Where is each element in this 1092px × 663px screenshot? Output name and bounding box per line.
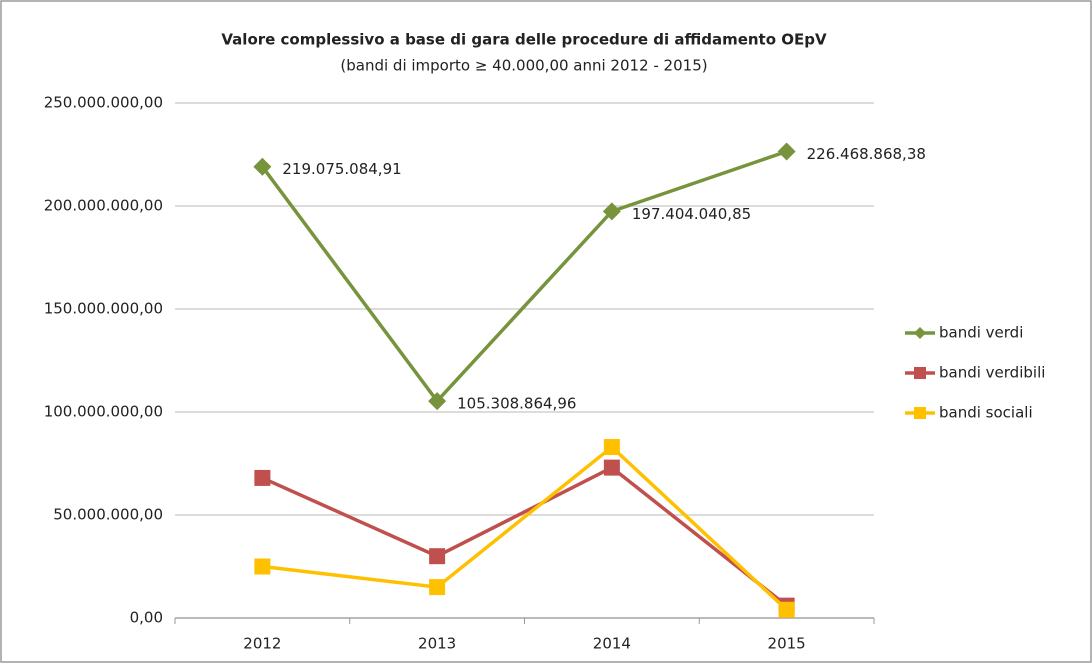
data-point (254, 469, 271, 486)
y-tick-label: 200.000.000,00 (44, 197, 163, 215)
data-point (254, 558, 271, 575)
data-point (429, 548, 446, 565)
data-point (603, 439, 620, 456)
legend-marker (914, 327, 926, 339)
data-label: 197.404.040,85 (632, 205, 751, 223)
y-tick-label: 100.000.000,00 (44, 403, 163, 421)
data-point (602, 202, 621, 221)
data-point (428, 392, 447, 411)
legend-label: bandi verdibili (939, 364, 1045, 382)
x-tick-label: 2013 (418, 635, 456, 653)
legend-marker (914, 407, 926, 419)
data-label: 105.308.864,96 (457, 395, 576, 413)
chart-title: Valore complessivo a base di gara delle … (221, 31, 827, 49)
data-label: 219.075.084,91 (282, 160, 401, 178)
x-tick-label: 2015 (768, 635, 806, 653)
data-point (777, 142, 796, 161)
legend-label: bandi verdi (939, 324, 1023, 342)
y-tick-label: 50.000.000,00 (53, 506, 163, 524)
series-line (261, 465, 788, 608)
y-tick-label: 250.000.000,00 (44, 94, 163, 112)
data-label: 226.468.868,38 (807, 145, 926, 163)
data-point (778, 601, 795, 618)
series-line (260, 149, 788, 404)
data-point (603, 459, 620, 476)
series-line (262, 444, 788, 612)
x-tick-label: 2014 (593, 635, 631, 653)
x-tick-label: 2012 (243, 635, 281, 653)
chart-subtitle: (bandi di importo ≥ 40.000,00 anni 2012 … (340, 57, 707, 75)
data-point (253, 157, 272, 176)
y-tick-label: 0,00 (130, 609, 163, 627)
data-point (429, 579, 446, 596)
legend-label: bandi sociali (939, 404, 1033, 422)
y-tick-label: 150.000.000,00 (44, 300, 163, 318)
legend-marker (914, 367, 926, 379)
